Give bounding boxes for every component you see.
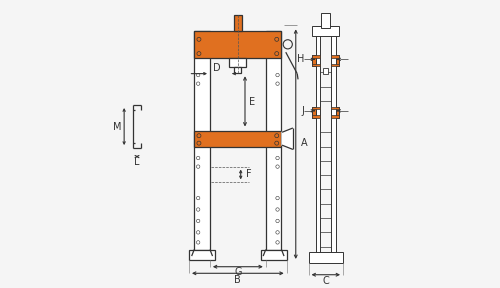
Bar (234, 15, 242, 31)
Text: G: G (234, 268, 241, 277)
Bar (312, 64, 320, 67)
Bar (331, 115, 339, 118)
Bar (331, 55, 339, 58)
Bar (230, 58, 246, 67)
Text: D: D (213, 63, 220, 73)
Bar (312, 55, 316, 67)
Text: M: M (113, 122, 122, 132)
Text: E: E (250, 97, 256, 107)
Bar (266, 31, 281, 250)
Bar (260, 250, 286, 260)
Text: J: J (302, 106, 304, 116)
Bar (308, 252, 343, 263)
Bar (316, 26, 320, 252)
Bar (194, 131, 282, 147)
Bar (194, 31, 210, 250)
Polygon shape (282, 128, 293, 149)
Bar (323, 68, 328, 74)
Bar (331, 26, 336, 252)
Bar (312, 55, 320, 58)
Bar (194, 31, 282, 58)
Bar (312, 107, 316, 118)
Bar (312, 115, 320, 118)
Bar (234, 67, 242, 73)
Bar (336, 107, 339, 118)
Bar (331, 107, 339, 109)
Bar (189, 250, 215, 260)
Text: F: F (246, 169, 252, 179)
Text: L: L (134, 157, 140, 167)
Bar (312, 26, 339, 37)
Bar (336, 55, 339, 67)
Text: A: A (301, 139, 308, 148)
Text: B: B (234, 274, 241, 285)
Bar (321, 13, 330, 28)
Text: C: C (322, 276, 329, 286)
Text: H: H (297, 54, 304, 64)
Bar (312, 107, 320, 109)
Bar (331, 64, 339, 67)
